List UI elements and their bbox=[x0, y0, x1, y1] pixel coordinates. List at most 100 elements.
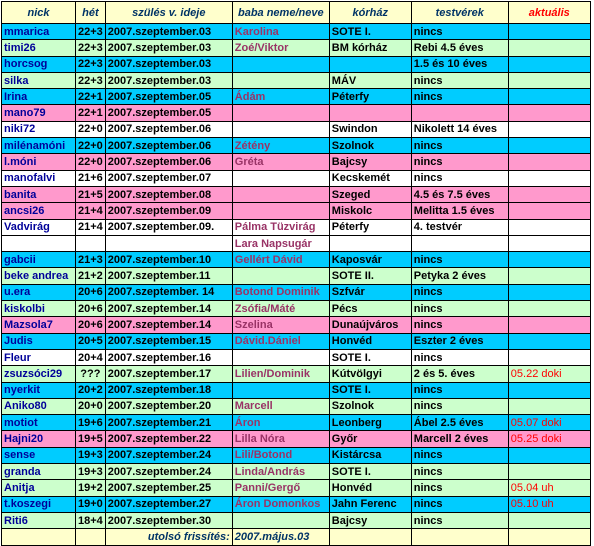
cell-week: 22+3 bbox=[75, 55, 106, 73]
cell-due-date: 2007.szeptember.21 bbox=[104, 414, 233, 432]
cell-hospital: SOTE I. bbox=[328, 381, 412, 399]
footer-empty-2 bbox=[75, 528, 106, 546]
footer-empty-1 bbox=[1, 528, 76, 546]
cell-current bbox=[507, 153, 591, 171]
cell-siblings: Nikolett 14 éves bbox=[410, 120, 509, 139]
cell-current: 05.07 doki bbox=[507, 414, 591, 432]
cell-current bbox=[507, 251, 591, 269]
cell-baby: Gréta bbox=[231, 153, 330, 171]
cell-hospital bbox=[328, 55, 412, 73]
table-row: Hajni20 19+5 2007.szeptember.22 Lilla Nóra G… bbox=[1, 430, 591, 448]
header-week: hét bbox=[75, 1, 106, 24]
cell-nick: ancsi26 bbox=[1, 202, 76, 220]
cell-nick: zsuzsóci29 bbox=[1, 365, 76, 383]
cell-due-date: 2007.szeptember.16 bbox=[104, 348, 233, 367]
table-row: sense 19+3 2007.szeptember.24 Lili/Botond Ki… bbox=[1, 446, 591, 465]
cell-siblings: Melitta 1.5 éves bbox=[410, 202, 509, 220]
cell-due-date: 2007.szeptember.09 bbox=[104, 202, 233, 220]
cell-nick: motiot bbox=[1, 414, 76, 432]
cell-baby bbox=[231, 202, 330, 220]
table-row: mmarica 22+3 2007.szeptember.03 Karolina SOT… bbox=[1, 22, 591, 41]
header-row: nick hét szülés v. ideje baba neme/neve … bbox=[1, 1, 591, 24]
cell-due-date: 2007.szeptember.06 bbox=[104, 153, 233, 171]
cell-week: 19+3 bbox=[75, 446, 106, 465]
cell-hospital: Szeged bbox=[328, 185, 412, 204]
cell-siblings: Petyka 2 éves bbox=[410, 267, 509, 285]
cell-nick: Mazsola7 bbox=[1, 316, 76, 334]
cell-siblings bbox=[410, 104, 509, 122]
cell-siblings: Ábel 2.5 éves bbox=[410, 414, 509, 432]
cell-baby bbox=[231, 185, 330, 204]
cell-baby: Lilien/Dominik bbox=[231, 365, 330, 383]
footer-label: utolsó frissítés: bbox=[104, 528, 233, 546]
cell-hospital: SOTE I. bbox=[328, 348, 412, 367]
cell-due-date: 2007.szeptember. 14 bbox=[104, 283, 233, 302]
cell-week: 22+3 bbox=[75, 71, 106, 90]
cell-nick: l.móni bbox=[1, 153, 76, 171]
cell-baby bbox=[231, 381, 330, 399]
cell-nick: niki72 bbox=[1, 120, 76, 139]
table-row: motiot 19+6 2007.szeptember.21 Áron Leonberg… bbox=[1, 414, 591, 432]
cell-hospital: Kaposvár bbox=[328, 251, 412, 269]
cell-siblings: nincs bbox=[410, 153, 509, 171]
table-row: l.móni 22+0 2007.szeptember.06 Gréta Bajcsy n… bbox=[1, 153, 591, 171]
cell-baby bbox=[231, 169, 330, 187]
cell-hospital: SOTE I. bbox=[328, 463, 412, 481]
cell-week: 21+2 bbox=[75, 267, 106, 285]
cell-nick: t.koszegi bbox=[1, 495, 76, 513]
cell-week: 22+3 bbox=[75, 39, 106, 57]
cell-hospital: Miskolc bbox=[328, 202, 412, 220]
cell-siblings: 1.5 és 10 éves bbox=[410, 55, 509, 73]
cell-baby bbox=[231, 55, 330, 73]
cell-baby: Gellért Dávid bbox=[231, 251, 330, 269]
cell-nick: nyerkit bbox=[1, 381, 76, 399]
header-siblings: testvérek bbox=[410, 1, 509, 24]
cell-current bbox=[507, 316, 591, 334]
cell-current bbox=[507, 463, 591, 481]
cell-due-date: 2007.szeptember.14 bbox=[104, 316, 233, 334]
cell-due-date: 2007.szeptember.06 bbox=[104, 120, 233, 139]
table-row: Mazsola7 20+6 2007.szeptember.14 Szelina Dun… bbox=[1, 316, 591, 334]
cell-siblings: nincs bbox=[410, 22, 509, 41]
table-row: horcsog 22+3 2007.szeptember.03 1.5 és 10 é… bbox=[1, 55, 591, 73]
cell-due-date: 2007.szeptember.03 bbox=[104, 22, 233, 41]
cell-current: 05.22 doki bbox=[507, 365, 591, 383]
cell-week: 19+5 bbox=[75, 430, 106, 448]
cell-current bbox=[507, 234, 591, 253]
cell-current bbox=[507, 55, 591, 73]
cell-current bbox=[507, 202, 591, 220]
header-baby: baba neme/neve bbox=[231, 1, 330, 24]
cell-nick: sense bbox=[1, 446, 76, 465]
cell-nick: kiskolbi bbox=[1, 300, 76, 318]
cell-due-date: 2007.szeptember.03 bbox=[104, 71, 233, 90]
cell-week: 20+6 bbox=[75, 316, 106, 334]
cell-baby: Pálma Tüzvirág bbox=[231, 218, 330, 236]
cell-nick bbox=[1, 234, 76, 253]
cell-hospital: Kistárcsa bbox=[328, 446, 412, 465]
cell-siblings: nincs bbox=[410, 446, 509, 465]
cell-due-date: 2007.szeptember.24 bbox=[104, 463, 233, 481]
cell-baby bbox=[231, 120, 330, 139]
table-row: granda 19+3 2007.szeptember.24 Linda/András… bbox=[1, 463, 591, 481]
cell-baby: Lilla Nóra bbox=[231, 430, 330, 448]
cell-baby: Ádám bbox=[231, 88, 330, 106]
cell-current bbox=[507, 381, 591, 399]
cell-hospital: Honvéd bbox=[328, 479, 412, 497]
cell-siblings: nincs bbox=[410, 300, 509, 318]
cell-nick: Riti6 bbox=[1, 511, 76, 530]
cell-week: 22+0 bbox=[75, 137, 106, 155]
cell-siblings: nincs bbox=[410, 88, 509, 106]
cell-due-date: 2007.szeptember.14 bbox=[104, 300, 233, 318]
table-row: t.koszegi 19+0 2007.szeptember.27 Áron Domo… bbox=[1, 495, 591, 513]
cell-hospital: Kecskemét bbox=[328, 169, 412, 187]
cell-hospital: MÁV bbox=[328, 71, 412, 90]
cell-hospital bbox=[328, 104, 412, 122]
cell-week: 19+3 bbox=[75, 463, 106, 481]
cell-siblings: nincs bbox=[410, 479, 509, 497]
cell-current bbox=[507, 22, 591, 41]
cell-due-date: 2007.szeptember.06 bbox=[104, 137, 233, 155]
cell-current bbox=[507, 283, 591, 302]
cell-hospital: Leonberg bbox=[328, 414, 412, 432]
cell-nick: beke andrea bbox=[1, 267, 76, 285]
